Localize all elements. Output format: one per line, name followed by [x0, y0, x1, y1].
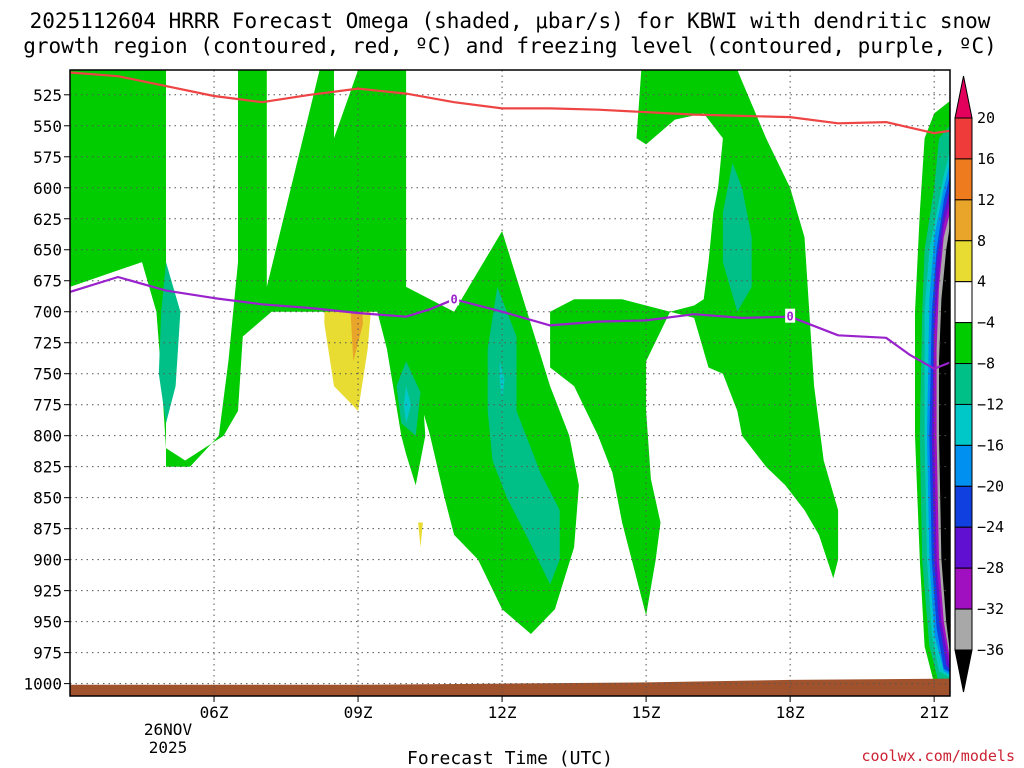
y-tick-label-700: 700	[33, 303, 62, 322]
dgz-contour-line	[70, 71, 950, 135]
colorbar-segment-11	[954, 567, 973, 610]
colorbar-segment-5	[954, 322, 973, 365]
freezing-label-0: 0	[450, 292, 457, 306]
x-tick-label-09Z: 09Z	[344, 703, 373, 722]
freezing-label-1: 0	[787, 310, 794, 324]
colorbar-label-3: 8	[977, 232, 986, 250]
y-tick-label-550: 550	[33, 117, 62, 136]
y-tick-label-1000: 1000	[23, 675, 62, 694]
colorbar-segment-7	[954, 403, 973, 446]
freezing-label-bg-0	[449, 291, 460, 306]
omega-region-15	[684, 534, 723, 616]
colorbar-label-1: 16	[977, 150, 995, 168]
x-tick-label-15Z: 15Z	[632, 703, 661, 722]
omega-region-10	[722, 163, 752, 312]
x-tick-label-18Z: 18Z	[776, 703, 805, 722]
colorbar-label-0: 20	[977, 109, 995, 127]
x-axis-title: Forecast Time (UTC)	[407, 748, 613, 768]
pressure-axis: 525 550 575 600 625 650 675 700 725 750 775 800 825 8…	[23, 86, 70, 694]
colorbar-label-6: −8	[977, 355, 995, 373]
colorbar-top-arrow	[954, 75, 973, 119]
y-tick-label-925: 925	[33, 582, 62, 601]
y-tick-label-875: 875	[33, 520, 62, 539]
y-tick-label-625: 625	[33, 210, 62, 229]
time-axis: 06Z 09Z 12Z 15Z 18Z 21Z	[200, 696, 949, 722]
y-tick-label-575: 575	[33, 148, 62, 167]
colorbar-segment-0	[954, 117, 973, 160]
colorbar-label-10: −24	[977, 518, 1004, 536]
colorbar-bottom-arrow	[954, 649, 973, 693]
y-tick-label-750: 750	[33, 365, 62, 384]
date-label-line1: 26NOV	[144, 720, 193, 739]
x-tick-label-12Z: 12Z	[488, 703, 517, 722]
y-tick-label-800: 800	[33, 427, 62, 446]
omega-region-5	[70, 70, 579, 634]
y-tick-label-825: 825	[33, 458, 62, 477]
y-tick-label-975: 975	[33, 644, 62, 663]
terrain-layer	[70, 678, 950, 696]
chart-title-line2: growth region (contoured, red, ºC) and f…	[23, 34, 997, 58]
colorbar-segment-2	[954, 199, 973, 242]
colorbar-segment-4	[954, 281, 973, 324]
omega-region-16	[871, 138, 901, 250]
colorbar-segment-9	[954, 485, 973, 528]
contour-lines: 00	[70, 71, 950, 370]
omega-region-9	[487, 286, 560, 585]
y-tick-label-775: 775	[33, 396, 62, 415]
colorbar-segment-12	[954, 608, 973, 651]
colorbar-segment-8	[954, 444, 973, 487]
freezing-label-bg-1	[785, 308, 796, 323]
colorbar-label-13: −36	[977, 641, 1004, 659]
omega-region-12	[499, 361, 505, 399]
colorbar-label-9: −20	[977, 477, 1004, 495]
omega-region-13	[401, 503, 431, 566]
terrain-fill	[70, 678, 950, 696]
colorbar-label-12: −32	[977, 600, 1004, 618]
chart-title-line1: 2025112604 HRRR Forecast Omega (shaded, …	[30, 9, 991, 33]
y-tick-label-950: 950	[33, 613, 62, 632]
credit-text: coolwx.com/models	[861, 747, 1015, 765]
y-tick-label-525: 525	[33, 86, 62, 105]
freezing-level-line	[70, 275, 950, 370]
gridlines	[70, 70, 950, 696]
colorbar-label-7: −12	[977, 395, 1004, 413]
colorbar-segment-3	[954, 240, 973, 283]
colorbar-segment-1	[954, 158, 973, 201]
colorbar-segment-6	[954, 363, 973, 405]
colorbar: 20 16 12 8 4 −4 −8 −12 −16 −20 −24 −28 −32 −36	[954, 75, 1004, 693]
omega-region-26	[939, 225, 950, 653]
y-tick-label-850: 850	[33, 489, 62, 508]
omega-region-14	[418, 522, 423, 548]
date-label-line2: 2025	[149, 738, 188, 757]
y-tick-label-675: 675	[33, 272, 62, 291]
colorbar-segment-10	[954, 526, 973, 569]
plot-frame	[69, 69, 951, 697]
colorbar-label-5: −4	[977, 314, 995, 332]
omega-region-11	[403, 386, 411, 424]
x-tick-label-21Z: 21Z	[920, 703, 949, 722]
y-tick-label-900: 900	[33, 551, 62, 570]
x-tick-label-06Z: 06Z	[200, 703, 229, 722]
colorbar-label-2: 12	[977, 191, 995, 209]
colorbar-label-4: 4	[977, 273, 986, 291]
y-tick-label-600: 600	[33, 179, 62, 198]
colorbar-label-8: −16	[977, 436, 1004, 454]
y-tick-label-650: 650	[33, 241, 62, 260]
colorbar-label-11: −28	[977, 559, 1004, 577]
omega-region-17	[876, 398, 901, 461]
y-tick-label-725: 725	[33, 334, 62, 353]
omega-region-6	[550, 70, 839, 616]
